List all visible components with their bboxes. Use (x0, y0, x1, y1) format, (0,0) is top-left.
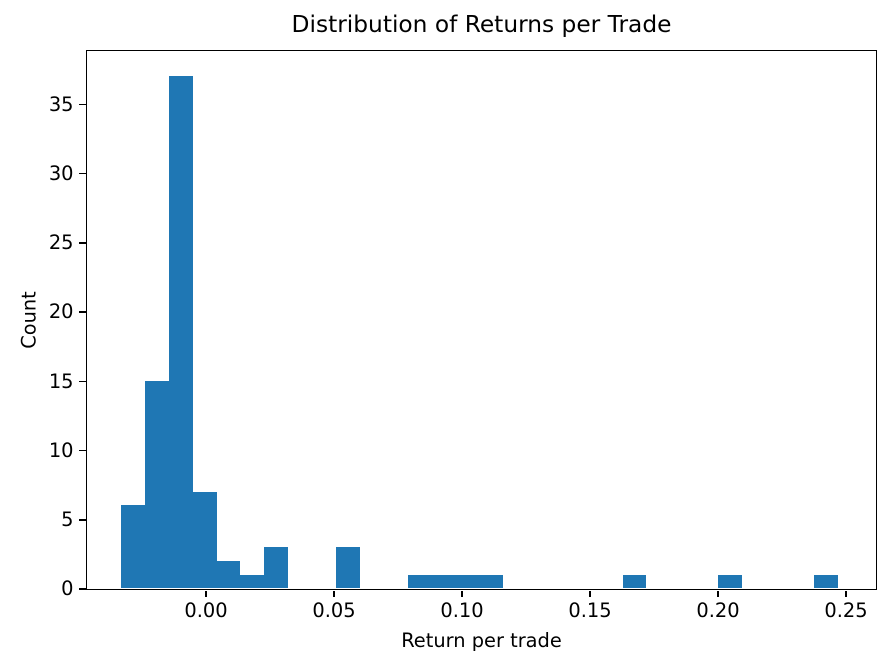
x-tick-label: 0.15 (568, 599, 612, 622)
y-tick-mark (78, 311, 86, 313)
histogram-bar (622, 574, 647, 589)
plot-area (85, 49, 877, 590)
histogram-bar (168, 76, 193, 589)
y-tick-label: 20 (48, 300, 74, 324)
y-tick-mark (78, 380, 86, 383)
x-tick-mark (717, 590, 719, 597)
x-tick-label: 0.05 (312, 599, 356, 622)
histogram-bar (455, 574, 480, 589)
chart-title: Distribution of Returns per Trade (291, 11, 672, 38)
histogram-bar (479, 574, 504, 589)
y-tick-mark (78, 588, 86, 590)
y-tick-label: 15 (48, 369, 74, 393)
y-tick-mark (78, 103, 86, 106)
y-tick-label: 5 (61, 508, 74, 532)
x-tick-mark (845, 590, 847, 597)
x-tick-label: 0.25 (824, 599, 868, 622)
x-tick-mark (589, 590, 591, 597)
y-tick-label: 35 (48, 92, 74, 116)
bars-layer (87, 51, 876, 589)
histogram-bar (216, 560, 241, 589)
x-tick-mark (333, 590, 335, 597)
histogram-bar (335, 546, 360, 589)
y-tick-label: 25 (48, 231, 74, 255)
y-tick-label: 10 (48, 438, 74, 462)
histogram-bar (144, 380, 169, 589)
histogram-bar (121, 505, 145, 589)
histogram-bar (240, 574, 265, 589)
x-tick-mark (461, 590, 463, 597)
histogram-bar (192, 491, 217, 589)
y-tick-label: 30 (48, 161, 74, 185)
x-tick-label: 0.10 (440, 599, 484, 622)
x-tick-label: 0.20 (696, 599, 740, 622)
histogram-bar (813, 574, 838, 589)
y-tick-mark (78, 519, 86, 521)
histogram-bar (718, 574, 742, 589)
y-tick-mark (78, 449, 86, 452)
histogram-bar (431, 574, 456, 589)
y-tick-mark (78, 242, 86, 244)
x-tick-label: 0.00 (184, 599, 228, 622)
histogram-bar (264, 546, 289, 589)
histogram-bar (407, 574, 432, 589)
y-tick-label: 0 (61, 577, 74, 601)
x-tick-mark (205, 590, 207, 597)
x-axis-label: Return per trade (401, 629, 562, 652)
y-tick-mark (78, 172, 86, 175)
